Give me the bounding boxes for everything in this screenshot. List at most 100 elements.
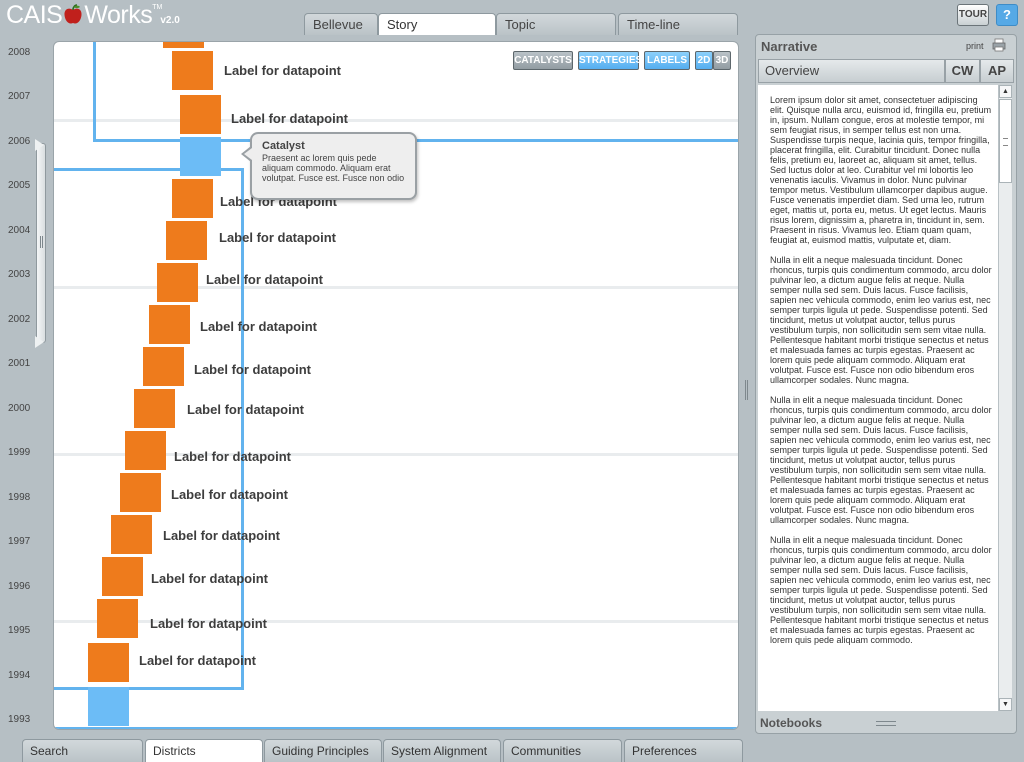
narrative-tabs: Overview CW AP (758, 59, 1014, 83)
catalyst-tooltip: Catalyst Praesent ac lorem quis pede ali… (241, 132, 417, 200)
view-2d-button[interactable]: 2D (695, 51, 713, 70)
year-axis: 2008 2007 2006 2005 2004 2003 2002 2001 … (0, 40, 50, 732)
strategy-frame (54, 727, 738, 729)
year-label: 2002 (8, 314, 31, 325)
strategy-frame (54, 168, 244, 690)
notebooks-label[interactable]: Notebooks (760, 716, 823, 730)
tab-overview[interactable]: Overview (758, 59, 945, 83)
tab-system-alignment[interactable]: System Alignment (383, 739, 501, 762)
slider-grip-icon[interactable] (40, 236, 43, 248)
strategies-toggle[interactable]: STRATEGIES (578, 51, 642, 70)
narrative-paragraph: Nulla in elit a neque malesuada tincidun… (770, 255, 992, 385)
datapoint-label[interactable]: Label for datapoint (206, 272, 323, 287)
tab-cw[interactable]: CW (945, 59, 980, 83)
datapoint-bar[interactable] (180, 95, 221, 134)
tab-topic[interactable]: Topic (496, 13, 616, 35)
trademark: TM (152, 4, 163, 11)
tab-ap[interactable]: AP (980, 59, 1014, 83)
panel-splitter-grip-icon[interactable] (745, 380, 748, 400)
datapoint-label[interactable]: Label for datapoint (224, 63, 341, 78)
datapoint-label[interactable]: Label for datapoint (200, 319, 317, 334)
tab-districts[interactable]: Districts (145, 739, 263, 762)
year-label: 2007 (8, 91, 31, 102)
tab-search[interactable]: Search (22, 739, 143, 762)
brand-right: Works (84, 1, 153, 29)
datapoint-label[interactable]: Label for datapoint (194, 362, 311, 377)
tooltip-pointer-inner (244, 148, 252, 160)
view-3d-button[interactable]: 3D (713, 51, 731, 70)
datapoint-label[interactable]: Label for datapoint (163, 528, 280, 543)
print-label[interactable]: print (966, 41, 984, 51)
datapoint-bar[interactable] (134, 389, 175, 428)
narrative-scrollbar[interactable]: ▲ ▼ (998, 85, 1012, 711)
tab-communities[interactable]: Communities (503, 739, 622, 762)
datapoint-bar[interactable] (166, 221, 207, 260)
catalyst-bar[interactable] (88, 687, 129, 726)
year-label: 1995 (8, 625, 31, 636)
narrative-title: Narrative (761, 39, 818, 54)
datapoint-label[interactable]: Label for datapoint (139, 653, 256, 668)
datapoint-label[interactable]: Label for datapoint (150, 616, 267, 631)
datapoint-bar[interactable] (88, 643, 129, 682)
scroll-thumb[interactable] (999, 99, 1012, 183)
version-label: v2.0 (160, 15, 180, 26)
datapoint-bar[interactable] (102, 557, 143, 596)
gridline (54, 119, 738, 122)
year-label: 1999 (8, 447, 31, 458)
printer-icon[interactable] (992, 38, 1006, 52)
tab-bellevue[interactable]: Bellevue (304, 13, 378, 35)
year-label: 2003 (8, 269, 31, 280)
year-label: 2008 (8, 47, 31, 58)
scroll-down-icon[interactable]: ▼ (999, 698, 1012, 711)
narrative-paragraph: Lorem ipsum dolor sit amet, consectetuer… (770, 95, 992, 245)
datapoint-bar[interactable] (143, 347, 184, 386)
year-label: 2000 (8, 403, 31, 414)
labels-toggle[interactable]: LABELS (644, 51, 690, 70)
notebooks-grip-icon[interactable] (876, 721, 896, 726)
scroll-up-icon[interactable]: ▲ (999, 85, 1012, 98)
datapoint-bar[interactable] (120, 473, 161, 512)
datapoint-label[interactable]: Label for datapoint (174, 449, 291, 464)
datapoint-bar[interactable] (149, 305, 190, 344)
narrative-text: Lorem ipsum dolor sit amet, consectetuer… (758, 85, 998, 711)
narrative-paragraph: Nulla in elit a neque malesuada tincidun… (770, 535, 992, 645)
year-label: 1998 (8, 492, 31, 503)
datapoint-label[interactable]: Label for datapoint (219, 230, 336, 245)
datapoint-label[interactable]: Label for datapoint (171, 487, 288, 502)
datapoint-bar[interactable] (111, 515, 152, 554)
gridline (54, 453, 738, 456)
brand-left: CAIS (6, 1, 63, 29)
datapoint-label[interactable]: Label for datapoint (231, 111, 348, 126)
tab-time-line[interactable]: Time-line (618, 13, 738, 35)
caisworks-logo: CAIS WorksTM v2.0 (6, 1, 180, 31)
gridline (54, 620, 738, 623)
datapoint-bar[interactable] (97, 599, 138, 638)
year-label: 1993 (8, 714, 31, 725)
datapoint-label[interactable]: Label for datapoint (151, 571, 268, 586)
tab-preferences[interactable]: Preferences (624, 739, 743, 762)
datapoint-bar[interactable] (172, 179, 213, 218)
slider-handle-bottom[interactable] (35, 336, 44, 348)
tooltip-body: Praesent ac lorem quis pede aliquam comm… (262, 153, 405, 183)
year-label: 2001 (8, 358, 31, 369)
slider-handle-top[interactable] (35, 139, 44, 151)
year-label: 2006 (8, 136, 31, 147)
timeline-panel: Label for datapoint Label for datapoint … (53, 41, 739, 730)
datapoint-bar[interactable] (125, 431, 166, 470)
help-speech-bubble-icon[interactable]: ? (996, 4, 1018, 26)
apple-icon (64, 4, 82, 24)
gridline (54, 286, 738, 289)
datapoint-bar[interactable] (163, 42, 204, 48)
tour-button[interactable]: TOUR (957, 4, 989, 26)
datapoint-bar[interactable] (157, 263, 198, 302)
catalysts-toggle[interactable]: CATALYSTS (513, 51, 573, 70)
tab-guiding-principles[interactable]: Guiding Principles (264, 739, 382, 762)
datapoint-bar[interactable] (172, 51, 213, 90)
catalyst-bar[interactable] (180, 137, 221, 176)
datapoint-label[interactable]: Label for datapoint (187, 402, 304, 417)
narrative-panel: Narrative print Overview CW AP Lorem ips… (755, 34, 1017, 734)
year-label: 2004 (8, 225, 31, 236)
narrative-paragraph: Nulla in elit a neque malesuada tincidun… (770, 395, 992, 525)
year-label: 1997 (8, 536, 31, 547)
tab-story[interactable]: Story (378, 13, 496, 35)
